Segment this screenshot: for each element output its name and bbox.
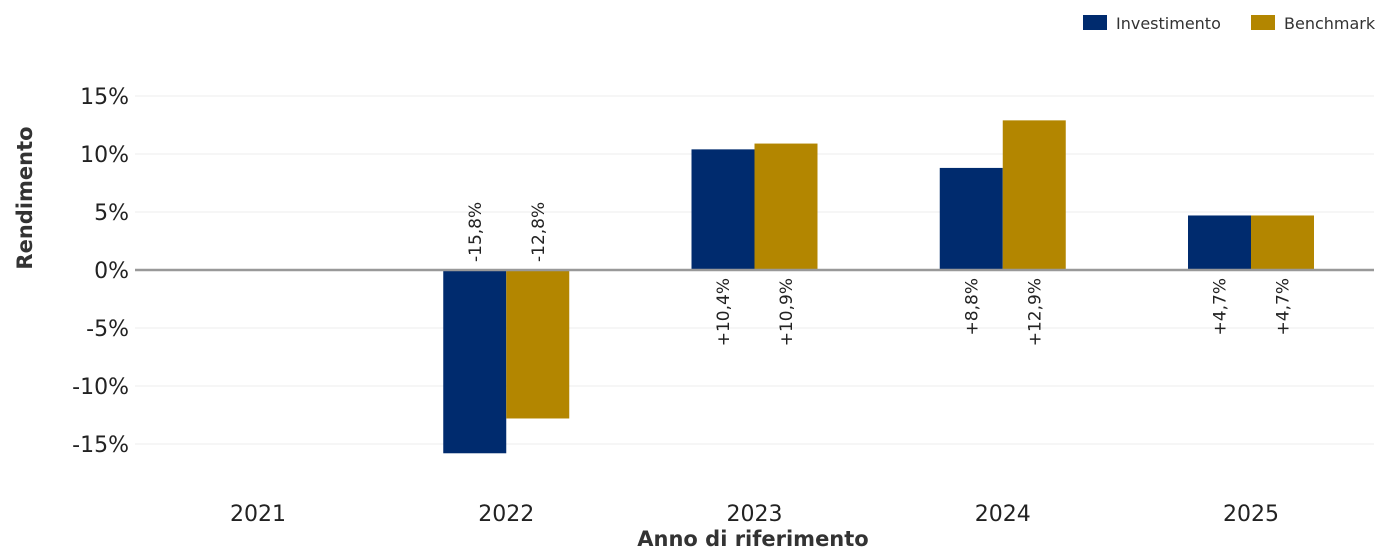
x-tick-label: 2022 [478,502,534,527]
data-labels: -15,8% +10,4% +8,8% +4,7% -12,8% +10,9% +12,9%… [466,202,1294,346]
bar-benchmark-2022 [506,270,570,419]
data-label: +12,9% [1025,278,1045,346]
data-label: +8,8% [962,278,982,335]
bar-benchmark-2023 [754,143,818,270]
data-label: +10,9% [777,278,797,346]
legend-swatch [1083,15,1107,30]
y-axis-title: Rendimento [13,126,37,269]
y-tick-label: 15% [80,85,129,110]
data-label: -15,8% [466,202,486,262]
data-label: +4,7% [1274,278,1294,335]
y-tick-label: 5% [94,201,129,226]
legend-label: Investimento [1116,14,1221,33]
bar-investimento-2022 [443,270,507,454]
x-tick-label: 2021 [230,502,286,527]
y-tick-label: 10% [80,143,129,168]
y-tick-label: 0% [94,259,129,284]
y-tick-label: -15% [72,433,129,458]
bars [443,120,1314,454]
y-tick-label: -10% [72,375,129,400]
bar-investimento-2025 [1188,215,1251,270]
data-label: +4,7% [1211,278,1231,335]
legend-label: Benchmark [1284,14,1376,33]
x-tick-label: 2023 [727,502,783,527]
legend: Investimento Benchmark [1083,14,1376,33]
bar-benchmark-2024 [1002,120,1066,270]
bar-investimento-2024 [939,167,1003,270]
y-tick-label: -5% [86,317,129,342]
y-axis-ticks: 15% 10% 5% 0% -5% -10% -15% [72,85,129,458]
x-tick-label: 2024 [975,502,1031,527]
bar-investimento-2023 [691,149,755,270]
bar-benchmark-2025 [1251,215,1314,270]
x-axis-ticks: 2021 2022 2023 2024 2025 [230,502,1279,527]
legend-swatch [1251,15,1275,30]
data-label: +10,4% [714,278,734,346]
x-tick-label: 2025 [1223,502,1279,527]
x-axis-title: Anno di riferimento [637,527,868,551]
data-label: -12,8% [529,202,549,262]
